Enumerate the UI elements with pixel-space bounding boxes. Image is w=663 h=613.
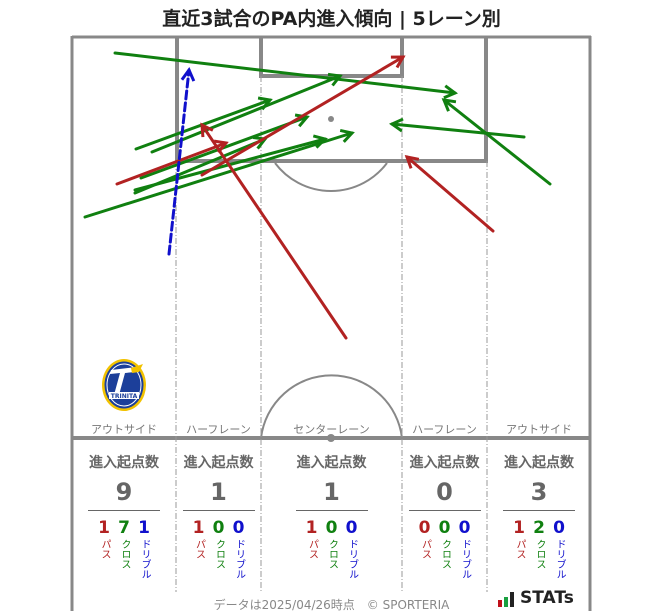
entry-total: 3 [530,478,548,506]
pass-count: 1 パス [98,518,110,559]
cross-arrow [83,128,355,219]
stats-header: 進入起点数 [89,455,159,471]
brand-name: STATs [520,588,574,608]
cross-arrow [441,98,552,186]
dribble-count: 0 ドリブル [232,518,245,579]
type-breakdown: 1 パス 0 クロス 0 ドリブル [176,518,261,579]
stats-header: 進入起点数 [296,455,367,471]
lane-label-left-halfspace: ハーフレーン [186,423,251,436]
cross-count: 0 クロス [438,518,451,569]
pass-arrow [115,139,229,186]
pass-arrow [200,55,406,177]
stats-header: 進入起点数 [409,455,480,471]
pass-count: 1 パス [305,518,318,559]
data-timestamp-footer: データは2025/04/26時点 © SPORTERIA [213,598,450,612]
chart-title: 直近3試合のPA内進入傾向 | 5レーン別 [162,8,501,30]
cross-count: 0 クロス [212,518,225,569]
entry-total: 9 [115,478,133,506]
dribble-count: 1 ドリブル [138,518,150,579]
stats-header: 進入起点数 [504,455,574,471]
dribble-arrow [167,66,196,256]
divider [182,510,255,511]
lane-stats-left-halfspace: 進入起点数 1 1 パス 0 クロス 0 ドリブル [176,452,261,579]
entry-total: 1 [323,478,340,506]
lane-label-left-outside: アウトサイド [91,423,157,436]
type-breakdown: 1 パス 7 クロス 1 ドリブル [76,518,172,579]
club-crest-logo: TRINITA [102,359,146,411]
cross-count: 7 クロス [118,518,130,569]
pass-count: 1 パス [513,518,525,559]
lane-label-right-outside: アウトサイド [506,423,572,436]
divider [503,510,575,511]
divider [295,510,368,511]
lane-label-right-halfspace: ハーフレーン [412,423,477,436]
logo-bar-black-icon [510,592,514,607]
lane-stats-right-halfspace: 進入起点数 0 0 パス 0 クロス 0 ドリブル [402,452,487,579]
lane-stats-right-outside: 進入起点数 3 1 パス 2 クロス 0 ドリブル [489,452,589,579]
entry-total: 0 [436,478,453,506]
entry-total: 1 [210,478,227,506]
lane-stats-left-outside: 進入起点数 9 1 パス 7 クロス 1 ドリブル [76,452,172,579]
entry-arrows [83,51,552,340]
svg-text:TRINITA: TRINITA [111,393,138,400]
pass-count: 0 パス [418,518,431,559]
stats-brand-logo: STATs [498,589,574,607]
pass-arrow [404,155,495,233]
dribble-count: 0 ドリブル [458,518,471,579]
type-breakdown: 1 パス 0 クロス 0 ドリブル [261,518,402,579]
lane-stats-center: 進入起点数 1 1 パス 0 クロス 0 ドリブル [261,452,402,579]
stats-header: 進入起点数 [183,455,254,471]
logo-bar-green-icon [504,597,508,607]
type-breakdown: 0 パス 0 クロス 0 ドリブル [402,518,487,579]
divider [408,510,481,511]
cross-arrow [113,51,459,100]
cross-arrow [388,117,526,139]
dribble-count: 0 ドリブル [553,518,565,579]
divider [88,510,160,511]
cross-count: 0 クロス [325,518,338,569]
pass-count: 1 パス [192,518,205,559]
lane-label-center: センターレーン [293,423,370,436]
type-breakdown: 1 パス 2 クロス 0 ドリブル [489,518,589,579]
logo-bar-red-icon [498,600,502,607]
pass-arrow [200,122,348,340]
cross-arrow [150,72,343,154]
cross-count: 2 クロス [533,518,545,569]
dribble-count: 0 ドリブル [345,518,358,579]
